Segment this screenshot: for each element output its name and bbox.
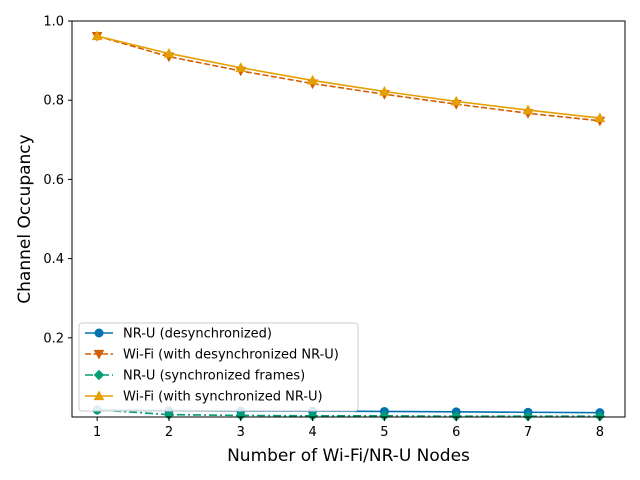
data-point <box>594 112 606 123</box>
y-tick-label: 0.2 <box>43 331 64 346</box>
x-tick-label: 2 <box>165 425 173 440</box>
x-axis-title: Number of Wi-Fi/NR-U Nodes <box>227 446 470 466</box>
x-tick-label: 6 <box>452 425 460 440</box>
legend-box <box>78 322 359 412</box>
y-tick-label: 0.8 <box>43 94 64 109</box>
series-line <box>96 35 600 122</box>
x-tick-label: 7 <box>524 425 532 440</box>
data-point <box>91 30 103 41</box>
legend-entry: NR-U (synchronized frames) <box>85 369 305 384</box>
x-tick-label: 5 <box>380 425 388 440</box>
legend-entry: Wi-Fi (with desynchronized NR-U) <box>85 348 339 363</box>
legend-label: Wi-Fi (with synchronized NR-U) <box>123 390 323 405</box>
legend-swatch-marker <box>93 390 105 401</box>
plot-area-frame <box>71 20 626 418</box>
x-tick-label: 4 <box>308 425 316 440</box>
x-tick-label: 1 <box>93 425 101 440</box>
legend-swatch-marker <box>93 349 105 360</box>
y-tick-label: 0.4 <box>43 252 64 267</box>
legend-label: NR-U (synchronized frames) <box>123 369 305 384</box>
legend-label: NR-U (desynchronized) <box>123 327 272 342</box>
legend-swatch-marker <box>93 369 105 381</box>
legend-swatch-marker <box>94 328 104 338</box>
data-point <box>307 74 318 85</box>
legend-label: Wi-Fi (with desynchronized NR-U) <box>123 348 339 363</box>
legend-entry: NR-U (desynchronized) <box>85 327 272 342</box>
series-line <box>96 35 600 119</box>
legend: NR-U (desynchronized) Wi-Fi (with desynch… <box>78 322 359 412</box>
y-axis-title: Channel Occupancy <box>15 134 35 303</box>
axes: 1 2 3 4 5 6 7 8 0.2 0.4 0.6 0.8 1.0 <box>43 15 604 441</box>
x-tick-label: 3 <box>237 425 245 440</box>
legend-entry: Wi-Fi (with synchronized NR-U) <box>85 390 323 405</box>
x-tick-label: 8 <box>596 425 604 440</box>
data-point <box>450 95 462 106</box>
y-tick-label: 1.0 <box>43 15 64 30</box>
series-line <box>97 409 600 418</box>
data-point <box>379 85 390 96</box>
y-tick-label: 0.6 <box>43 173 64 188</box>
data-point <box>235 62 247 72</box>
data-point <box>522 104 534 115</box>
data-point <box>163 47 175 58</box>
series-4 <box>91 30 606 123</box>
